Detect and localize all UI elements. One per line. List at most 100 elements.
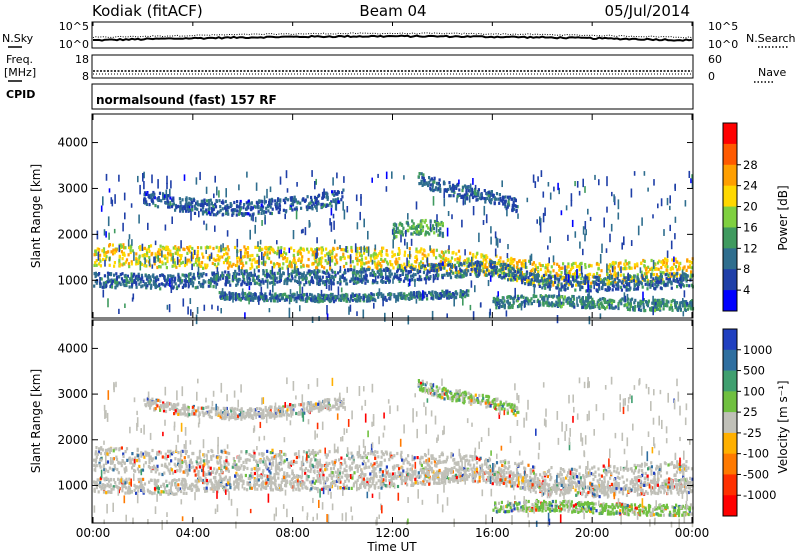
power-cell [619, 273, 622, 277]
power-cell [282, 271, 285, 275]
power-cell [258, 278, 261, 282]
power-speckle [363, 218, 365, 228]
power-cell [448, 293, 451, 297]
power-cell [517, 268, 520, 272]
power-cell [209, 284, 212, 288]
power-cell [365, 268, 368, 272]
power-cell [173, 280, 176, 284]
power-cell [656, 278, 659, 282]
power-cell [129, 277, 132, 281]
power-cell [566, 301, 569, 305]
power-cell [107, 277, 110, 281]
power-cell [320, 278, 323, 282]
power-cell [546, 295, 549, 299]
power-cell [465, 195, 469, 199]
power-cell [655, 285, 658, 289]
power-cell [432, 265, 435, 269]
power-cell [435, 248, 438, 252]
power-cell [158, 283, 161, 288]
power-cell [172, 202, 175, 206]
power-cell [639, 281, 642, 285]
power-speckle [205, 223, 208, 231]
power-cell [469, 251, 472, 255]
power-speckle [620, 266, 622, 274]
power-cell [378, 268, 381, 272]
power-cell [174, 247, 177, 251]
power-cell [249, 254, 252, 258]
power-cell [366, 246, 369, 250]
power-speckle [189, 298, 192, 305]
power-speckle [630, 188, 633, 198]
power-cell [666, 283, 669, 287]
power-speckle [339, 265, 342, 271]
power-cell [238, 205, 241, 209]
power-cell [389, 275, 392, 279]
power-cell [490, 259, 493, 263]
power-cell [335, 258, 338, 262]
power-cell [404, 276, 407, 281]
power-cell [511, 203, 514, 207]
power-cell [200, 208, 203, 212]
power-cell [108, 244, 111, 248]
power-cell [261, 200, 264, 204]
power-cell [251, 213, 254, 217]
power-cell [456, 193, 459, 197]
power-speckle [507, 244, 509, 250]
power-cell [490, 198, 493, 202]
power-cell [580, 261, 583, 265]
power-cell [343, 248, 346, 252]
power-cell [305, 276, 308, 280]
power-cell [236, 295, 239, 299]
power-cell [640, 261, 643, 265]
power-cell [447, 248, 450, 253]
power-cell [640, 273, 643, 277]
power-cell [674, 265, 678, 269]
nsky-label: N.Sky [2, 32, 34, 45]
power-speckle [547, 245, 549, 250]
power-speckle [210, 252, 213, 259]
power-cell [156, 265, 159, 270]
power-cell [379, 262, 382, 266]
power-cell [565, 268, 568, 272]
power-speckle [451, 263, 453, 270]
power-cell [616, 281, 619, 285]
power-cell [484, 265, 487, 269]
power-cell [416, 277, 419, 281]
power-speckle [617, 199, 620, 210]
power-cell [424, 232, 427, 236]
power-cell [456, 292, 459, 296]
power-cell [630, 279, 633, 283]
power-speckle [432, 273, 435, 283]
power-cell [276, 250, 279, 254]
power-cell [270, 260, 273, 264]
power-cell [497, 297, 500, 301]
power-cell [427, 183, 430, 188]
power-cell [146, 254, 149, 258]
power-speckle [533, 273, 536, 281]
power-cell [120, 250, 123, 254]
power-cell [588, 303, 591, 307]
power-cell [184, 204, 187, 208]
power-cell [396, 270, 399, 274]
power-cell [613, 278, 616, 282]
power-cell [314, 299, 317, 303]
power-cell [290, 293, 293, 297]
power-colorbar-tick-label: 20 [743, 200, 758, 214]
power-cell [315, 200, 318, 204]
power-cell [623, 278, 626, 282]
power-speckle [164, 224, 167, 231]
power-cell [563, 286, 566, 290]
power-cell [196, 200, 199, 204]
power-cell [615, 283, 618, 287]
power-cell [452, 183, 455, 187]
power-cell [588, 272, 591, 277]
power-cell [514, 277, 517, 281]
power-cell [106, 275, 109, 279]
power-cell [126, 274, 129, 278]
power-cell [472, 253, 475, 257]
power-cell [336, 281, 339, 285]
power-cell [540, 276, 543, 280]
power-cell [321, 205, 324, 209]
power-cell [283, 247, 286, 251]
power-cell [288, 264, 291, 268]
